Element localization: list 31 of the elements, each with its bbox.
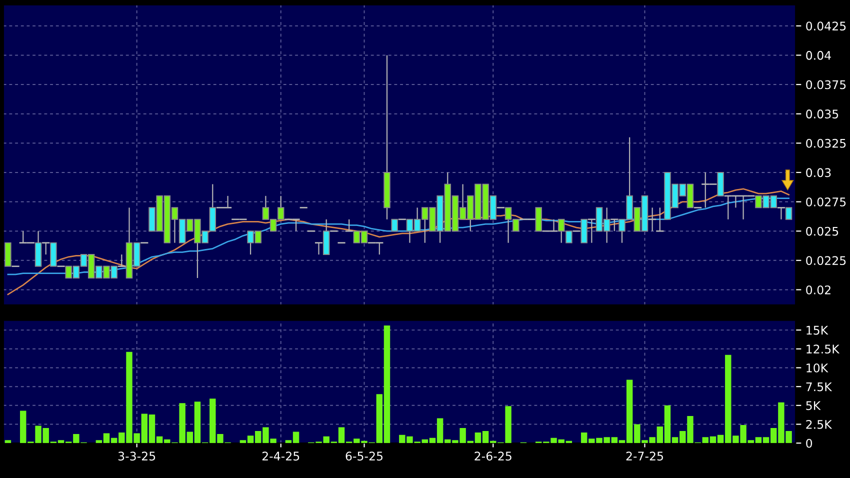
candlestick	[50, 242, 57, 267]
y-tick-label: 15K	[806, 326, 828, 335]
y-tick-label: 2.5K	[806, 420, 832, 429]
y-tick-label: 0.025	[806, 226, 838, 236]
y-tick-label: 5K	[806, 401, 821, 410]
x-tick-label: 6-5-25	[346, 452, 382, 461]
x-tick-label: 2-4-25	[262, 452, 300, 461]
candlestick	[4, 242, 12, 267]
candlestick	[785, 207, 792, 220]
candlestick	[391, 218, 398, 232]
y-tick-label: 0.0325	[806, 138, 846, 148]
candlestick	[580, 218, 588, 244]
y-tick-label: 0.0275	[806, 198, 846, 206]
x-tick-label: 2-6-25	[474, 452, 512, 461]
y-tick-label: 0.04	[806, 50, 831, 60]
y-tick-label: 0.0375	[806, 80, 846, 90]
x-tick-label: 2-7-25	[626, 452, 663, 461]
y-tick-label: 12.5K	[806, 344, 840, 354]
y-tick-label: 0.0225	[806, 256, 846, 266]
y-tick-label: 10K	[806, 363, 828, 372]
candlestick	[717, 172, 724, 196]
y-tick-label: 0	[806, 438, 812, 448]
candlestick	[535, 207, 542, 232]
bar	[4, 440, 12, 444]
y-tick-label: 0.02	[806, 285, 830, 294]
line-series	[7, 198, 790, 276]
y-tick-label: 7.5K	[806, 382, 832, 392]
y-tick-label: 0.03	[806, 168, 831, 178]
x-tick-label: 3-3-25	[118, 452, 156, 461]
y-tick-label: 0.035	[806, 110, 838, 118]
y-tick-label: 0.0425	[806, 22, 846, 31]
